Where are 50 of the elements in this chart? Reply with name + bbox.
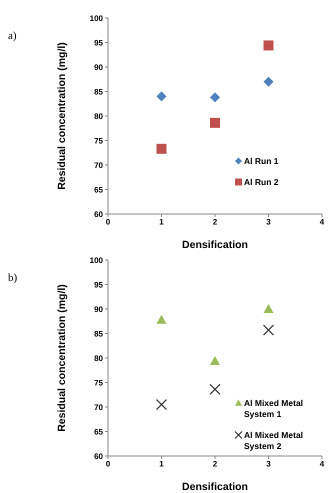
- text: a): [8, 30, 17, 42]
- text: b): [8, 272, 18, 284]
- point: [156, 91, 166, 102]
- y-tick-label: 85: [94, 87, 104, 96]
- x-tick-label: 1: [159, 218, 164, 227]
- point: [156, 398, 168, 410]
- point: [156, 144, 166, 154]
- point: [210, 92, 220, 102]
- x-axis-title: Densification: [182, 239, 248, 251]
- legend-label: Al Mixed Metal System 2: [244, 430, 304, 452]
- y-tick-label: 95: [94, 280, 104, 290]
- y-axis-title: Residual concentration (mg/l): [56, 42, 68, 190]
- point: [262, 324, 274, 336]
- point: [264, 40, 274, 50]
- x-tick-label: 2: [212, 218, 218, 227]
- point: [209, 384, 221, 395]
- y-tick-label: 85: [94, 329, 104, 338]
- point: [210, 118, 220, 128]
- legend-label: Al Mixed Metal System 1: [244, 398, 304, 420]
- y-tick-label: 80: [94, 112, 104, 121]
- y-tick-label: 60: [94, 452, 104, 461]
- point: [156, 314, 166, 324]
- y-tick-label: 90: [94, 62, 104, 72]
- x-tick-label: 1: [159, 460, 164, 469]
- y-tick-label: 60: [94, 210, 104, 219]
- y-tick-label: 80: [94, 354, 104, 363]
- y-tick-label: 70: [94, 402, 104, 412]
- y-tick-label: 75: [94, 136, 104, 146]
- y-tick-label: 70: [94, 160, 104, 170]
- x-tick-label: 0: [106, 460, 111, 469]
- x-tick-label: 3: [266, 218, 272, 227]
- x-tick-label: 3: [266, 460, 272, 469]
- legend-label: Al Run 1: [244, 156, 278, 167]
- y-tick-label: 75: [94, 378, 104, 388]
- x-tick-label: 4: [320, 460, 325, 469]
- x-tick-label: 0: [106, 218, 111, 227]
- y-tick-label: 100: [90, 14, 104, 23]
- x-axis-title: Densification: [182, 481, 248, 493]
- y-axis-title: Residual concentration (mg/l): [56, 284, 68, 432]
- y-tick-label: 90: [94, 304, 104, 314]
- legend-label: Al Run 2: [244, 177, 278, 188]
- x-tick-label: 4: [320, 218, 325, 227]
- y-tick-label: 95: [94, 38, 104, 48]
- x-tick-label: 2: [212, 460, 218, 469]
- point: [264, 76, 274, 87]
- point: [210, 356, 220, 365]
- y-tick-label: 65: [94, 185, 104, 194]
- y-tick-label: 65: [94, 427, 104, 436]
- y-tick-label: 100: [90, 256, 104, 265]
- point: [264, 304, 274, 313]
